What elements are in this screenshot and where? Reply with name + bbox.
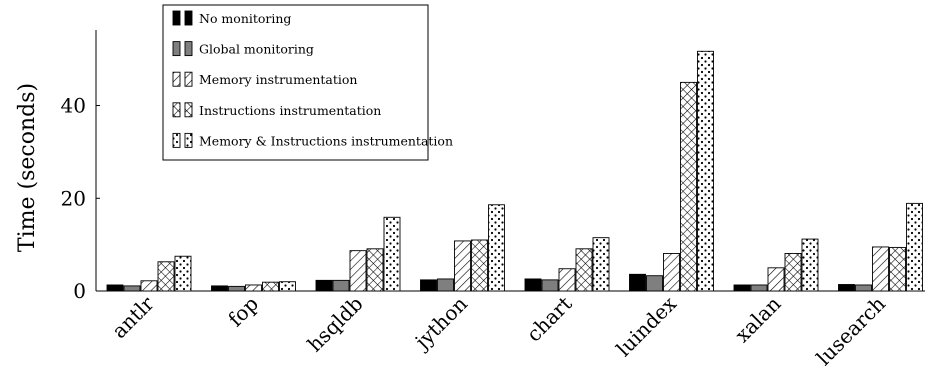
bar-luindex-no-monitoring bbox=[629, 273, 646, 292]
legend-swatch-instructions-instrumentation bbox=[172, 102, 181, 118]
legend-swatch-memory-instrumentation bbox=[172, 71, 181, 87]
axis-labels: 0 20 40 Time (seconds) antlr fop hsqldb jython c… bbox=[15, 83, 890, 368]
bar-xalan-memory-and-instructions-instrumentation bbox=[801, 238, 819, 292]
x-tick-label-lusearch: lusearch bbox=[812, 291, 891, 368]
bar-xalan-no-monitoring bbox=[733, 284, 751, 292]
bar-luindex-memory-and-instructions-instrumentation bbox=[697, 50, 714, 292]
x-tick-label-fop: fop bbox=[223, 292, 263, 332]
bar-fop-global-monitoring bbox=[228, 285, 245, 292]
bar-antlr-memory-instrumentation bbox=[140, 280, 158, 292]
bar-fop-no-monitoring bbox=[211, 285, 228, 292]
y-tick-label: 0 bbox=[73, 279, 86, 303]
x-tick-label-chart: chart bbox=[522, 292, 577, 347]
bar-chart-no-monitoring bbox=[524, 278, 542, 292]
bar-fop-memory-instrumentation bbox=[245, 284, 262, 292]
legend: No monitoring Global monitoring Memory ins… bbox=[162, 4, 453, 161]
legend-swatch-global-monitoring bbox=[172, 41, 181, 57]
bar-antlr-instructions-instrumentation bbox=[157, 261, 175, 292]
bar-hsqldb-memory-instrumentation bbox=[349, 250, 367, 292]
legend-label-memory-instrumentation: Memory instrumentation bbox=[199, 72, 357, 87]
bar-hsqldb-instructions-instrumentation bbox=[366, 248, 384, 292]
legend-swatch-memory-and-instructions-instrumentation bbox=[172, 132, 181, 148]
bar-antlr-memory-and-instructions-instrumentation bbox=[174, 255, 192, 292]
bar-jython-memory-instrumentation bbox=[454, 240, 471, 292]
bar-lusearch-instructions-instrumentation bbox=[889, 246, 906, 292]
bar-lusearch-memory-instrumentation bbox=[872, 246, 889, 292]
bar-hsqldb-memory-and-instructions-instrumentation bbox=[383, 216, 401, 292]
bar-lusearch-no-monitoring bbox=[838, 284, 855, 292]
bar-chart-memory-and-instructions-instrumentation bbox=[592, 237, 610, 292]
bars bbox=[106, 50, 923, 292]
bar-antlr-global-monitoring bbox=[123, 285, 141, 292]
x-tick-label-luindex: luindex bbox=[611, 291, 681, 361]
legend-swatch-no-monitoring bbox=[184, 10, 193, 26]
y-tick-label: 20 bbox=[61, 186, 86, 210]
y-axis-title: Time (seconds) bbox=[15, 83, 40, 252]
bar-chart-memory-instrumentation bbox=[558, 268, 576, 292]
x-tick-label-jython: jython bbox=[409, 291, 472, 354]
legend-swatch-global-monitoring bbox=[184, 41, 193, 57]
legend-swatch-memory-instrumentation bbox=[184, 71, 193, 87]
bar-luindex-instructions-instrumentation bbox=[680, 81, 697, 292]
bar-fop-memory-and-instructions-instrumentation bbox=[279, 281, 296, 292]
legend-box bbox=[162, 4, 429, 161]
bar-jython-global-monitoring bbox=[437, 278, 454, 292]
bar-xalan-global-monitoring bbox=[750, 284, 768, 292]
legend-label-instructions-instrumentation: Instructions instrumentation bbox=[199, 103, 381, 118]
bar-luindex-global-monitoring bbox=[646, 275, 663, 292]
bar-hsqldb-no-monitoring bbox=[315, 279, 333, 292]
legend-label-no-monitoring: No monitoring bbox=[199, 11, 291, 26]
bar-lusearch-memory-and-instructions-instrumentation bbox=[906, 202, 923, 292]
bar-jython-memory-and-instructions-instrumentation bbox=[488, 204, 505, 292]
x-tick-label-hsqldb: hsqldb bbox=[303, 292, 368, 357]
bar-antlr-no-monitoring bbox=[106, 284, 124, 292]
bar-xalan-memory-instrumentation bbox=[767, 267, 785, 292]
bar-jython-instructions-instrumentation bbox=[471, 239, 488, 292]
bar-jython-no-monitoring bbox=[420, 279, 437, 292]
bar-xalan-instructions-instrumentation bbox=[784, 252, 802, 292]
legend-swatch-memory-and-instructions-instrumentation bbox=[184, 132, 193, 148]
legend-swatch-instructions-instrumentation bbox=[184, 102, 193, 118]
y-tick-label: 40 bbox=[61, 94, 86, 118]
x-tick-label-xalan: xalan bbox=[730, 291, 786, 347]
bar-hsqldb-global-monitoring bbox=[332, 279, 350, 292]
bar-chart-global-monitoring bbox=[541, 279, 559, 292]
x-tick-label-antlr: antlr bbox=[107, 291, 159, 343]
bar-lusearch-global-monitoring bbox=[855, 284, 872, 292]
legend-label-global-monitoring: Global monitoring bbox=[199, 42, 314, 57]
legend-swatch-no-monitoring bbox=[172, 10, 181, 26]
bar-chart-instructions-instrumentation bbox=[575, 248, 593, 292]
legend-label-memory-and-instructions-instrumentation: Memory & Instructions instrumentation bbox=[199, 133, 453, 148]
bar-luindex-memory-instrumentation bbox=[663, 252, 680, 292]
bar-fop-instructions-instrumentation bbox=[262, 281, 279, 292]
